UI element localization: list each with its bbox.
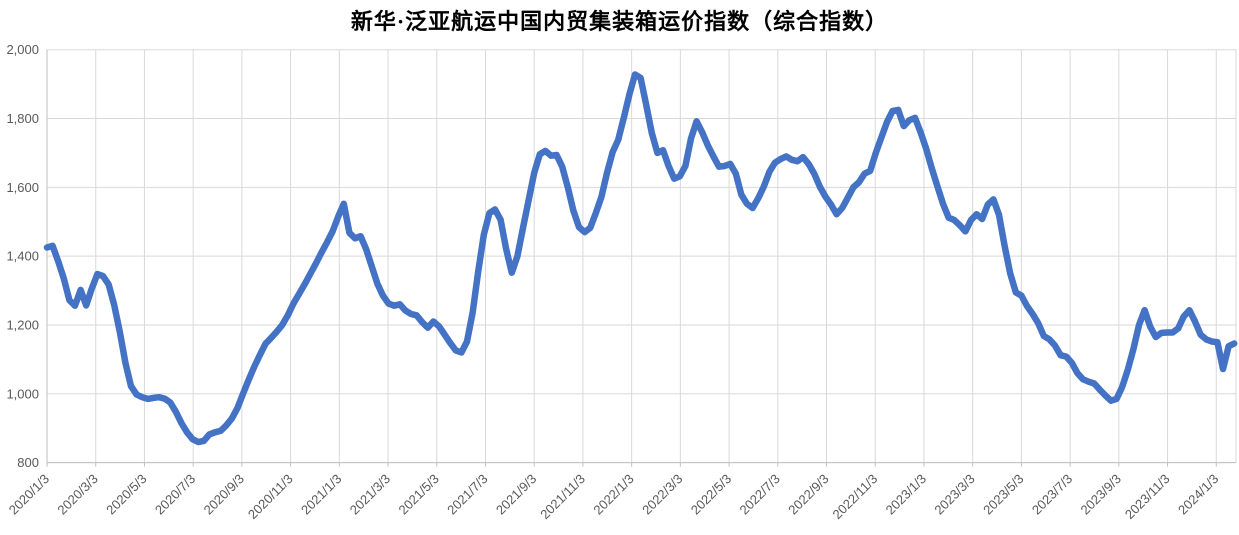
x-tick-label: 2023/5/3 [980,471,1026,517]
x-tick-label: 2020/1/3 [6,471,52,517]
y-tick-label: 1,200 [6,317,39,332]
x-tick-label: 2020/7/3 [152,471,198,517]
x-tick-label: 2023/1/3 [883,471,929,517]
x-tick-label: 2023/9/3 [1078,471,1124,517]
y-axis-labels: 2,000 1,800 1,600 1,400 1,200 1,000 800 [6,42,39,470]
y-tick-label: 800 [17,455,39,470]
y-tick-label: 1,600 [6,180,39,195]
x-tick-label: 2022/9/3 [785,471,831,517]
x-tick-label: 2023/7/3 [1029,471,1075,517]
x-tick-label: 2023/11/3 [1122,471,1173,522]
x-tick-label: 2022/5/3 [688,471,734,517]
x-tick-label: 2023/3/3 [931,471,977,517]
x-tick-label: 2021/5/3 [395,471,441,517]
y-tick-label: 1,800 [6,111,39,126]
y-tick-label: 1,400 [6,249,39,264]
x-tick-label: 2020/5/3 [103,471,149,517]
x-tick-label: 2021/11/3 [537,471,588,522]
x-tick-label: 2022/7/3 [737,471,783,517]
x-tick-label: 2020/3/3 [54,471,100,517]
x-tick-label: 2021/1/3 [298,471,344,517]
chart-title: 新华·泛亚航运中国内贸集装箱运价指数（综合指数） [350,9,889,34]
x-tick-label: 2022/1/3 [590,471,636,517]
y-tick-label: 1,000 [6,386,39,401]
x-gridlines [46,49,1237,467]
x-tick-label: 2022/3/3 [639,471,685,517]
series-line [43,71,1238,446]
x-tick-label: 2022/11/3 [830,471,881,522]
y-gridlines [47,49,1236,464]
x-tick-label: 2024/1/3 [1175,471,1221,517]
x-axis-labels: 2020/1/3 2020/3/3 2020/5/3 2020/7/3 2020/9/3… [6,471,1222,522]
x-tick-label: 2021/9/3 [493,471,539,517]
x-tick-label: 2021/7/3 [444,471,490,517]
x-tick-label: 2021/3/3 [347,471,393,517]
y-tick-label: 2,000 [6,42,39,57]
x-tick-label: 2020/11/3 [245,471,296,522]
x-tick-label: 2020/9/3 [201,471,247,517]
